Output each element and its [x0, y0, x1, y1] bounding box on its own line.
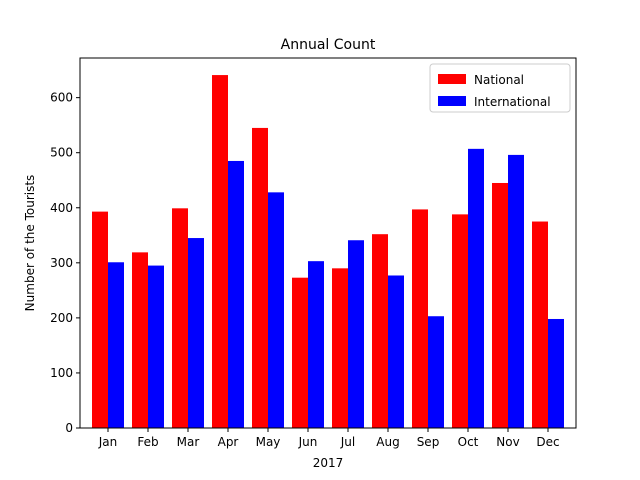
y-tick-label: 600: [50, 91, 73, 105]
y-tick-label: 200: [50, 311, 73, 325]
x-axis-label: 2017: [313, 456, 344, 470]
bar-international-jan: [108, 262, 124, 428]
bar-national-jun: [292, 277, 308, 428]
x-axis: Jan Feb Mar Apr May Jun Jul Aug Sep Oct Nov Dec: [98, 428, 560, 449]
bar-international-aug: [388, 275, 404, 428]
bar-national-jan: [92, 211, 108, 428]
bar-international-oct: [468, 148, 484, 429]
plot-area: [92, 75, 564, 429]
x-tick-label-apr: Apr: [218, 435, 239, 449]
bar-international-apr: [228, 160, 244, 428]
bar-national-dec: [532, 221, 548, 428]
y-tick-label: 500: [50, 146, 73, 160]
bar-national-feb: [132, 252, 148, 428]
x-tick-label-may: May: [256, 435, 281, 449]
y-tick-label: 100: [50, 366, 73, 380]
plot-frame: [79, 57, 577, 429]
y-axis-label: Number of the Tourists: [23, 175, 37, 312]
bar-international-dec: [548, 318, 564, 428]
bar-national-jul: [332, 268, 348, 428]
bar-international-jul: [348, 240, 364, 428]
bar-international-jun: [308, 261, 324, 428]
x-tick-label-nov: Nov: [496, 435, 519, 449]
y-tick-label: 300: [50, 256, 73, 270]
y-tick-label: 0: [65, 421, 73, 435]
x-tick-label-aug: Aug: [376, 435, 399, 449]
x-tick-label-oct: Oct: [458, 435, 479, 449]
x-tick-label-jun: Jun: [298, 435, 318, 449]
x-tick-label-mar: Mar: [177, 435, 200, 449]
bar-international-nov: [508, 154, 524, 428]
y-tick-label: 400: [50, 201, 73, 215]
bar-international-feb: [148, 265, 164, 428]
bar-national-may: [252, 127, 268, 428]
bar-international-mar: [188, 238, 204, 428]
bar-national-oct: [452, 214, 468, 428]
bar-international-sep: [428, 316, 444, 428]
legend: National International: [429, 63, 571, 113]
y-axis: 0 100 200 300 400 500 600: [50, 91, 80, 435]
bar-national-sep: [412, 209, 428, 428]
x-tick-label-sep: Sep: [417, 435, 440, 449]
bar-international-may: [268, 192, 284, 428]
x-tick-label-jul: Jul: [340, 435, 355, 449]
legend-swatch-international: [438, 96, 466, 106]
legend-swatch-national: [438, 74, 466, 84]
legend-label-international: International: [474, 95, 551, 109]
bar-national-aug: [372, 234, 388, 428]
x-tick-label-dec: Dec: [536, 435, 559, 449]
x-tick-label-jan: Jan: [98, 435, 118, 449]
legend-label-national: National: [474, 73, 524, 87]
bar-national-apr: [212, 75, 228, 428]
bar-national-mar: [172, 208, 188, 428]
bar-national-nov: [492, 182, 508, 428]
x-tick-label-feb: Feb: [137, 435, 158, 449]
chart-title: Annual Count: [281, 37, 376, 53]
